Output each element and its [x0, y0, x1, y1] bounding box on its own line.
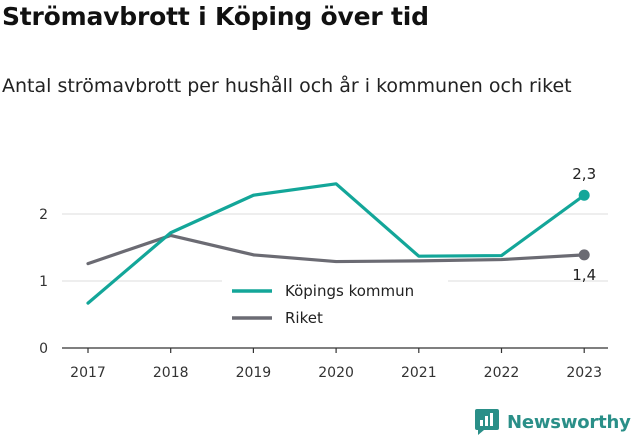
- x-tick-label: 2023: [566, 365, 602, 381]
- y-tick-label: 0: [39, 341, 48, 357]
- brand-name: Newsworthy: [507, 411, 631, 433]
- y-tick-label: 1: [39, 274, 48, 290]
- chart-title: Strömavbrott i Köping över tid: [2, 2, 429, 31]
- x-tick-label: 2021: [401, 365, 437, 381]
- x-tick-label: 2020: [318, 365, 354, 381]
- x-axis: 2017 2018 2019 2020 2021 2022 2023: [62, 347, 608, 381]
- x-tick-label: 2018: [153, 365, 189, 381]
- newsworthy-logo-icon: [475, 409, 499, 435]
- data-label: 2,3: [572, 165, 596, 183]
- x-tick-label: 2019: [236, 365, 272, 381]
- y-tick-label: 2: [39, 207, 48, 223]
- legend-label: Riket: [285, 309, 323, 327]
- data-point: [578, 249, 590, 261]
- newsworthy-brand: Newsworthy: [474, 407, 631, 437]
- data-label: 1,4: [572, 266, 596, 284]
- legend-label: Köpings kommun: [285, 282, 414, 300]
- chart-subtitle: Antal strömavbrott per hushåll och år i …: [2, 75, 572, 97]
- x-tick-label: 2017: [70, 365, 106, 381]
- legend-background: [222, 278, 448, 336]
- data-point: [578, 189, 590, 201]
- legend: Köpings kommun Riket: [222, 278, 448, 336]
- x-tick-label: 2022: [484, 365, 520, 381]
- series-lines: 1,4 2,3: [86, 165, 596, 305]
